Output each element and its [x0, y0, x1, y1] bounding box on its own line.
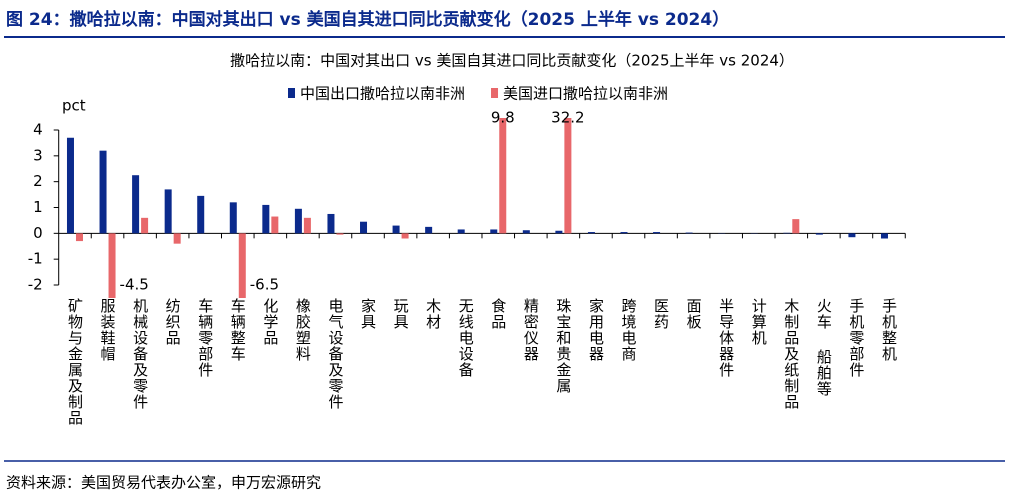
y-tick-label: 1 [33, 198, 43, 216]
x-tick-label: 半导体器件 [717, 298, 735, 378]
y-tick-label: -2 [28, 276, 43, 294]
legend-swatch [288, 88, 295, 98]
bar [238, 233, 246, 298]
bar [141, 217, 149, 234]
data-label: 32.2 [551, 109, 584, 127]
x-tick-label: 服装鞋帽 [99, 298, 117, 362]
bar [880, 233, 888, 239]
bar [66, 137, 74, 234]
x-tick-label: 手机整机 [880, 298, 898, 362]
bar [99, 150, 107, 234]
bar [457, 229, 465, 234]
bar [564, 118, 572, 234]
bar [401, 233, 409, 239]
bar [425, 226, 433, 234]
plot-area [66, 118, 888, 298]
bar [815, 233, 823, 235]
x-tick-label: 矿物与金属及制品 [66, 298, 84, 426]
y-axis-label: pct [62, 97, 86, 115]
x-tick-label: 手机零部件 [847, 298, 865, 378]
y-tick-label: 2 [33, 172, 43, 190]
x-tick-label: 计算机 [750, 298, 768, 346]
bar [685, 232, 693, 234]
bar [555, 230, 563, 234]
data-label: 9.8 [491, 109, 515, 127]
x-tick-label: 家具 [359, 298, 377, 330]
bar [197, 195, 205, 234]
bar [392, 225, 400, 234]
legend-swatch [491, 88, 499, 98]
bar [336, 233, 344, 235]
x-tick-label: 面板 [685, 298, 703, 330]
bar [499, 118, 507, 234]
x-tick-label: 橡胶塑料 [294, 298, 312, 362]
x-tick-label: 化学品 [261, 298, 279, 346]
bar [164, 189, 172, 234]
x-tick-label: 食品 [489, 298, 507, 330]
x-tick-label: 家用电器 [587, 298, 605, 362]
y-tick-label: 3 [33, 146, 43, 164]
data-label: -6.5 [250, 276, 279, 294]
bar [294, 208, 302, 234]
x-tick-label: 车辆零部件 [196, 298, 214, 378]
x-tick-label: 电气设备及零件 [326, 298, 344, 410]
legend-label: 美国进口撒哈拉以南非洲 [503, 85, 668, 103]
bar [173, 233, 181, 244]
y-tick-label: 4 [33, 121, 43, 139]
x-tick-label: 珠宝和贵金属 [554, 298, 572, 394]
x-tick-label: 机械设备及零件 [131, 298, 149, 410]
bar [783, 232, 791, 234]
bar [522, 230, 530, 234]
figure-title: 图 24：撒哈拉以南：中国对其出口 vs 美国自其进口同比贡献变化（2025 上… [6, 9, 729, 30]
y-tick-label: -1 [28, 250, 43, 268]
x-tick-label: 车辆整车 [229, 298, 247, 362]
bar [108, 233, 116, 298]
x-tick-label: 医药 [652, 298, 670, 330]
bar [587, 232, 595, 234]
chart-title: 撒哈拉以南：中国对其出口 vs 美国自其进口同比贡献变化（2025上半年 vs … [230, 52, 794, 70]
bar [229, 202, 237, 234]
data-label: -4.5 [120, 276, 149, 294]
bar [360, 221, 368, 234]
bar [327, 213, 335, 234]
bar [303, 217, 311, 234]
y-tick-label: 0 [33, 224, 43, 242]
bar [75, 233, 83, 242]
bar [848, 233, 856, 238]
legend-label: 中国出口撒哈拉以南非洲 [300, 85, 465, 103]
bar [132, 175, 140, 234]
bar [271, 216, 279, 234]
bar [653, 232, 661, 234]
x-tick-label: 玩具 [392, 298, 410, 330]
x-tick-label: 跨境电商 [620, 298, 638, 362]
x-tick-label: 木制品及纸制品 [782, 298, 800, 410]
x-tick-label: 纺织品 [164, 298, 182, 346]
bar [620, 232, 628, 234]
source-note: 资料来源：美国贸易代表办公室，申万宏源研究 [6, 474, 321, 492]
bar [490, 229, 498, 234]
bar [792, 219, 800, 234]
bar [262, 204, 270, 234]
x-tick-label: 无线电设备 [457, 298, 475, 378]
x-tick-label: 精密仪器 [522, 298, 540, 362]
x-tick-label: 火车 船舶等 [815, 298, 833, 397]
x-tick-label: 木材 [424, 298, 442, 330]
